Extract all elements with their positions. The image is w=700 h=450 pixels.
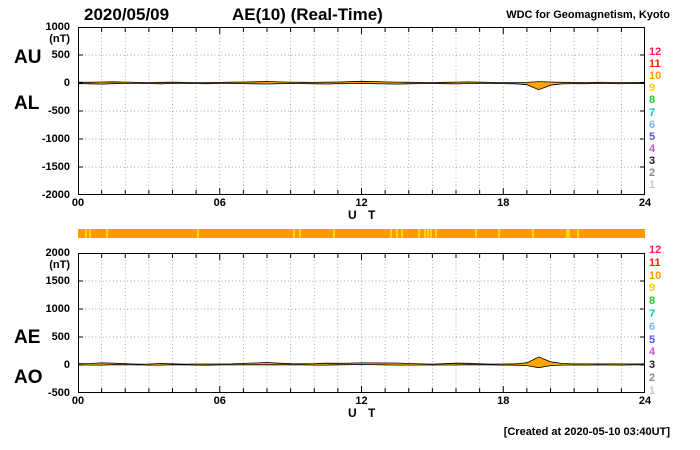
status-bar-fleck: [84, 229, 87, 238]
status-bar-fleck: [423, 229, 426, 238]
y-tick-label: 0: [63, 77, 70, 89]
status-bar-fleck: [418, 229, 421, 238]
y-tick-label: 1000: [45, 21, 70, 33]
y-tick-label: 1500: [45, 275, 70, 287]
y-tick-label: -500: [47, 105, 70, 117]
y-tick-label: -1000: [41, 133, 70, 145]
ao-index-label: AO: [14, 367, 43, 388]
y-tick-label: 2000: [45, 247, 70, 259]
status-bar-fleck: [389, 229, 392, 238]
status-bar-fleck: [474, 229, 477, 238]
station-count-legend-item: 4: [649, 346, 656, 359]
status-bar-fleck: [89, 229, 92, 238]
status-bar-fleck: [531, 229, 534, 238]
status-bar-fleck: [576, 229, 579, 238]
al-index-label: AL: [14, 93, 40, 114]
station-count-legend-item: 11: [649, 256, 661, 269]
y-tick-label: 500: [51, 49, 70, 61]
status-bar-fleck: [497, 229, 500, 238]
y-tick-label: -1500: [41, 161, 70, 173]
x-tick-label: 12: [355, 197, 368, 209]
created-at-label: [Created at 2020-05-10 03:40UT]: [503, 426, 670, 438]
x-tick-label: 12: [355, 395, 368, 407]
au-al-chart: [78, 27, 645, 195]
ut-axis-label-top: U T: [348, 208, 380, 222]
status-bar-fleck: [293, 229, 296, 238]
au-index-label: AU: [14, 47, 42, 68]
status-bar-fleck: [299, 229, 302, 238]
station-count-legend-item: 5: [649, 333, 656, 346]
station-count-legend-item: 2: [649, 372, 656, 384]
x-tick-label: 06: [213, 197, 226, 209]
x-tick-label: 06: [213, 395, 226, 407]
x-tick-label: 18: [497, 395, 510, 407]
status-bar-fleck: [106, 229, 109, 238]
station-count-legend-item: 10: [649, 70, 662, 83]
ae-ao-chart: [78, 253, 645, 393]
station-status-bar: [78, 229, 645, 238]
station-count-legend-item: 12: [649, 244, 662, 256]
status-bar-fleck: [395, 229, 398, 238]
station-count-legend-item: 6: [649, 118, 656, 131]
y-tick-label: 1000: [45, 303, 70, 315]
station-count-legend-item: 6: [649, 320, 656, 333]
y-tick-label: 500: [51, 331, 70, 343]
station-count-legend-item: 10: [649, 269, 662, 282]
station-count-legend-item: 12: [649, 46, 662, 58]
station-count-legend-item: 2: [649, 167, 656, 179]
ae-index-label: AE: [14, 327, 41, 348]
station-count-legend-item: 8: [649, 295, 656, 308]
station-count-legend-item: 11: [649, 58, 661, 71]
status-bar-fleck: [426, 229, 429, 238]
status-bar-fleck: [435, 229, 438, 238]
status-bar-fleck: [568, 229, 571, 238]
y-tick-label: -2000: [41, 189, 70, 201]
station-count-legend-item: 9: [649, 282, 656, 295]
y-tick-label: -500: [47, 387, 70, 399]
status-bar-fleck: [429, 229, 432, 238]
ut-axis-label-bottom: U T: [348, 406, 380, 420]
status-bar-fleck: [401, 229, 404, 238]
page-title: AE(10) (Real-Time): [232, 5, 383, 24]
y-tick-label: 0: [63, 359, 70, 371]
station-count-legend-item: 1: [649, 384, 656, 397]
station-count-legend-item: 9: [649, 82, 656, 95]
status-bar-fleck: [333, 229, 336, 238]
credit-label: WDC for Geomagnetism, Kyoto: [506, 9, 670, 21]
x-tick-label: 24: [638, 197, 652, 209]
station-count-legend-item: 7: [649, 106, 656, 119]
x-tick-label: 24: [638, 395, 652, 407]
unit-label-top: (nT): [49, 33, 70, 45]
station-count-legend-item: 4: [649, 142, 656, 155]
station-count-legend-item: 3: [649, 154, 656, 167]
status-bar-fleck: [197, 229, 200, 238]
station-count-legend-item: 1: [649, 179, 656, 192]
x-tick-label: 00: [71, 395, 85, 407]
x-tick-label: 18: [497, 197, 510, 209]
station-count-legend-item: 8: [649, 94, 656, 107]
x-tick-label: 00: [71, 197, 85, 209]
station-count-legend-item: 3: [649, 359, 656, 372]
unit-label-bottom: (nT): [49, 259, 70, 271]
status-bar-fleck: [565, 229, 568, 238]
date-label: 2020/05/09: [84, 5, 170, 24]
station-count-legend-item: 7: [649, 308, 656, 320]
station-count-legend-item: 5: [649, 130, 656, 143]
